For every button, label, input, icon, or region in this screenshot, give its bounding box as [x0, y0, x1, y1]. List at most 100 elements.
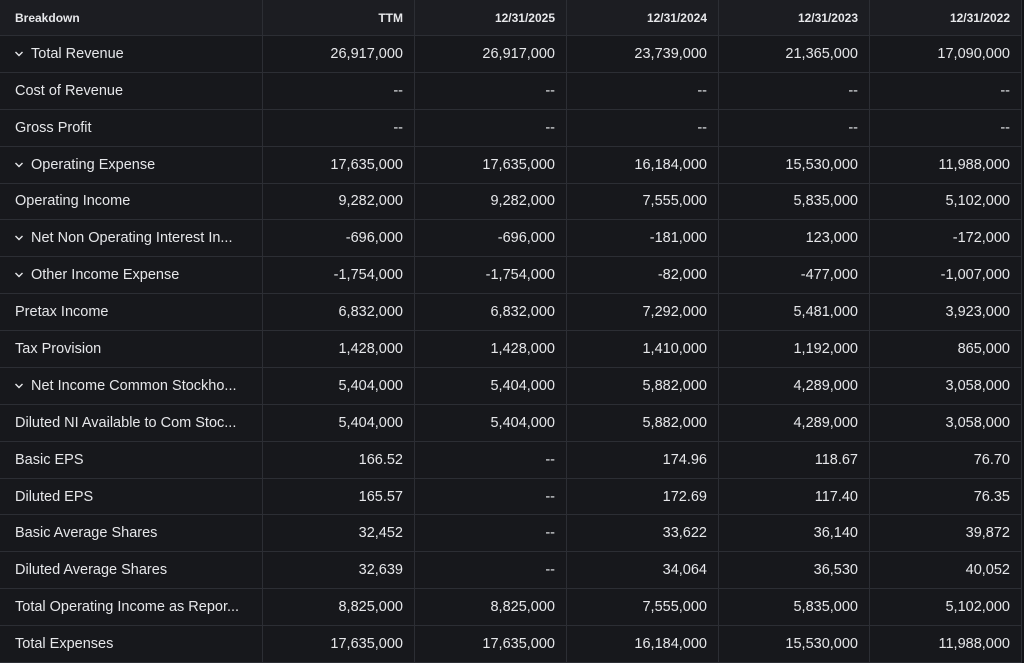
value-cell: --	[415, 72, 567, 110]
value-cell: 5,404,000	[415, 367, 567, 405]
value-cell: 7,292,000	[567, 294, 719, 332]
value-cell-text: 6,832,000	[490, 304, 555, 321]
value-cell: 17,635,000	[415, 146, 567, 184]
value-cell-text: 165.57	[358, 488, 403, 505]
value-cell-text: --	[545, 82, 555, 99]
row-label-text: Basic Average Shares	[15, 525, 158, 542]
row-label: Pretax Income	[0, 294, 263, 332]
value-cell: 5,404,000	[415, 404, 567, 442]
value-cell: 8,825,000	[263, 589, 415, 627]
row-label-text: Diluted Average Shares	[15, 562, 168, 579]
value-cell-text: 76.35	[973, 488, 1010, 505]
value-cell: -172,000	[870, 220, 1022, 258]
column-header-text: 12/31/2023	[797, 10, 858, 25]
value-cell: --	[415, 552, 567, 590]
row-label-text: Pretax Income	[15, 304, 109, 321]
value-cell: 26,917,000	[415, 36, 567, 73]
value-cell: 5,882,000	[567, 404, 719, 442]
value-cell: 5,882,000	[567, 367, 719, 405]
value-cell: 26,917,000	[263, 36, 415, 73]
value-cell-text: 36,530	[813, 562, 858, 579]
value-cell: 5,835,000	[719, 589, 870, 627]
value-cell-text: 26,917,000	[482, 45, 555, 62]
row-label: Gross Profit	[0, 109, 263, 147]
value-cell-text: 9,282,000	[490, 193, 555, 210]
value-cell-text: 5,404,000	[338, 377, 403, 394]
column-header-text: 12/31/2024	[646, 10, 707, 25]
value-cell-text: 11,988,000	[938, 156, 1011, 173]
value-cell: --	[870, 109, 1022, 147]
value-cell: 166.52	[263, 441, 415, 479]
column-header: Breakdown	[0, 0, 263, 36]
value-cell-text: --	[848, 82, 858, 99]
value-cell-text: 7,555,000	[642, 193, 707, 210]
value-cell: 15,530,000	[719, 146, 870, 184]
value-cell-text: 5,404,000	[490, 414, 555, 431]
row-label-text: Cost of Revenue	[15, 82, 124, 99]
value-cell-text: -1,754,000	[333, 267, 403, 284]
value-cell-text: 23,739,000	[634, 45, 707, 62]
expand-chevron[interactable]	[14, 160, 24, 170]
value-cell: --	[415, 478, 567, 516]
value-cell-text: -696,000	[497, 230, 555, 247]
row-label: Tax Provision	[0, 331, 263, 368]
value-cell-text: --	[393, 82, 403, 99]
expand-chevron[interactable]	[14, 381, 24, 391]
value-cell: 118.67	[719, 441, 870, 479]
expand-chevron[interactable]	[14, 270, 24, 280]
value-cell-text: --	[697, 82, 707, 99]
value-cell-text: -1,007,000	[940, 267, 1010, 284]
value-cell-text: 117.40	[814, 488, 858, 505]
value-cell-text: --	[1000, 82, 1010, 99]
value-cell-text: --	[393, 119, 403, 136]
value-cell: 17,090,000	[870, 36, 1022, 73]
value-cell: 11,988,000	[870, 146, 1022, 184]
value-cell: 1,192,000	[719, 331, 870, 368]
value-cell-text: --	[545, 119, 555, 136]
value-cell: 3,923,000	[870, 294, 1022, 332]
value-cell-text: 5,404,000	[338, 414, 403, 431]
value-cell-text: 7,555,000	[642, 599, 707, 616]
value-cell: 11,988,000	[870, 626, 1022, 663]
value-cell-text: --	[697, 119, 707, 136]
value-cell-text: 17,635,000	[482, 636, 555, 653]
value-cell-text: 17,090,000	[937, 45, 1010, 62]
value-cell: 36,530	[719, 552, 870, 590]
value-cell: --	[415, 109, 567, 147]
value-cell-text: 1,192,000	[793, 340, 858, 357]
row-label-text: Tax Provision	[15, 340, 102, 357]
value-cell: -1,754,000	[415, 257, 567, 295]
value-cell-text: 21,365,000	[785, 45, 858, 62]
row-label: Net Non Operating Interest In...	[0, 220, 263, 258]
value-cell: 123,000	[719, 220, 870, 258]
value-cell-text: 1,410,000	[642, 340, 707, 357]
value-cell-text: 16,184,000	[634, 636, 707, 653]
value-cell: 5,102,000	[870, 183, 1022, 221]
value-cell-text: 16,184,000	[634, 156, 707, 173]
value-cell: 23,739,000	[567, 36, 719, 73]
value-cell-text: 32,639	[358, 562, 403, 579]
value-cell-text: 9,282,000	[338, 193, 403, 210]
value-cell-text: 17,635,000	[330, 636, 403, 653]
value-cell-text: 1,428,000	[338, 340, 403, 357]
column-header-text: 12/31/2025	[494, 10, 555, 25]
value-cell-text: 8,825,000	[338, 599, 403, 616]
value-cell-text: 17,635,000	[482, 156, 555, 173]
expand-chevron[interactable]	[14, 49, 24, 59]
value-cell: 32,639	[263, 552, 415, 590]
value-cell-text: 3,058,000	[945, 414, 1010, 431]
value-cell: 16,184,000	[567, 146, 719, 184]
expand-chevron[interactable]	[14, 233, 24, 243]
column-header-text: Breakdown	[15, 10, 80, 25]
value-cell: 5,835,000	[719, 183, 870, 221]
column-header-text: TTM	[378, 10, 403, 25]
value-cell-text: 32,452	[358, 525, 403, 542]
value-cell: --	[567, 109, 719, 147]
value-cell-text: 39,872	[965, 525, 1010, 542]
value-cell-text: 123,000	[805, 230, 858, 247]
value-cell: 17,635,000	[415, 626, 567, 663]
value-cell: 174.96	[567, 441, 719, 479]
row-label: Operating Expense	[0, 146, 263, 184]
value-cell-text: --	[545, 488, 555, 505]
value-cell: 6,832,000	[415, 294, 567, 332]
